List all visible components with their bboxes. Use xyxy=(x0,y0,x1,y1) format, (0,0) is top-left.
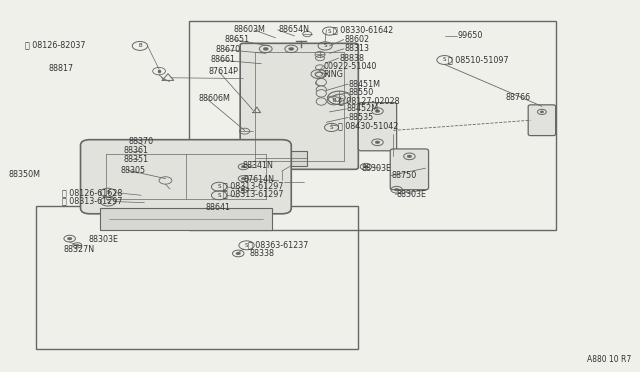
Bar xyxy=(189,21,556,231)
Text: S: S xyxy=(106,190,109,195)
Text: Ⓢ 08430-51042: Ⓢ 08430-51042 xyxy=(338,122,398,131)
Text: 88452M: 88452M xyxy=(347,105,379,113)
Text: RING: RING xyxy=(323,70,343,79)
FancyBboxPatch shape xyxy=(358,103,397,151)
Circle shape xyxy=(236,252,241,255)
Text: 87614P: 87614P xyxy=(209,67,239,76)
Text: 88313: 88313 xyxy=(344,44,369,53)
Text: Ⓢ 08313-61297: Ⓢ 08313-61297 xyxy=(223,182,284,190)
Text: Ⓢ 08510-51097: Ⓢ 08510-51097 xyxy=(448,55,508,64)
Text: 88654N: 88654N xyxy=(278,25,310,34)
Text: 87614N: 87614N xyxy=(243,175,275,184)
Text: 99650: 99650 xyxy=(458,31,483,41)
Ellipse shape xyxy=(316,90,326,97)
Circle shape xyxy=(540,111,544,113)
Bar xyxy=(256,151,307,166)
Circle shape xyxy=(263,47,268,50)
Circle shape xyxy=(289,47,294,50)
Circle shape xyxy=(241,189,245,191)
Circle shape xyxy=(76,244,79,246)
FancyBboxPatch shape xyxy=(240,43,358,169)
Text: Ⓢ 08313-61297: Ⓢ 08313-61297 xyxy=(223,190,284,199)
Text: S: S xyxy=(323,44,327,48)
Text: 88327N: 88327N xyxy=(63,244,95,253)
Text: 88370: 88370 xyxy=(129,137,154,146)
Circle shape xyxy=(375,141,380,144)
Text: 88361: 88361 xyxy=(124,146,148,155)
Circle shape xyxy=(394,188,399,191)
Circle shape xyxy=(241,166,245,168)
Text: 88550: 88550 xyxy=(349,88,374,97)
Text: S: S xyxy=(330,125,333,130)
Text: Ⓑ 08126-82037: Ⓑ 08126-82037 xyxy=(25,41,86,50)
Text: 88341N: 88341N xyxy=(242,161,273,170)
Text: A880 10 R7: A880 10 R7 xyxy=(588,355,632,364)
Text: 88651: 88651 xyxy=(224,35,250,44)
Text: 88350M: 88350M xyxy=(8,170,40,179)
Text: 00922-51040: 00922-51040 xyxy=(323,62,376,71)
Text: 88603M: 88603M xyxy=(234,25,266,34)
Text: S: S xyxy=(218,184,221,189)
Text: 88661: 88661 xyxy=(210,55,235,64)
Text: S: S xyxy=(245,243,248,248)
Text: Ⓑ 08127-02028: Ⓑ 08127-02028 xyxy=(339,96,400,105)
Text: 88817: 88817 xyxy=(49,64,74,73)
Bar xyxy=(100,208,272,231)
Text: Ⓢ 08126-61628: Ⓢ 08126-61628 xyxy=(62,188,122,197)
Circle shape xyxy=(375,110,380,112)
Text: 88351: 88351 xyxy=(124,155,148,164)
Text: S: S xyxy=(218,193,221,198)
Text: 88535: 88535 xyxy=(349,113,374,122)
Text: 88303E: 88303E xyxy=(89,235,119,244)
Ellipse shape xyxy=(316,86,326,93)
Text: 88670: 88670 xyxy=(215,45,241,54)
Ellipse shape xyxy=(316,98,326,105)
Text: B: B xyxy=(332,98,336,103)
Text: 88602: 88602 xyxy=(344,35,369,44)
Text: S: S xyxy=(106,199,109,204)
Text: B: B xyxy=(138,44,141,48)
Circle shape xyxy=(253,160,257,162)
Text: 88303E: 88303E xyxy=(397,190,427,199)
Text: 88305: 88305 xyxy=(121,166,146,175)
Text: 88766: 88766 xyxy=(505,93,531,102)
Text: 88606M: 88606M xyxy=(198,94,230,103)
Text: 88838: 88838 xyxy=(339,54,364,62)
Text: 88451M: 88451M xyxy=(349,80,381,89)
FancyBboxPatch shape xyxy=(81,140,291,214)
Circle shape xyxy=(276,180,281,183)
FancyBboxPatch shape xyxy=(528,105,556,136)
Text: S: S xyxy=(328,29,332,33)
Text: Ⓢ 08330-61642: Ⓢ 08330-61642 xyxy=(333,25,393,34)
Bar xyxy=(36,206,358,349)
Circle shape xyxy=(407,155,412,158)
Circle shape xyxy=(241,177,245,180)
Ellipse shape xyxy=(316,78,326,86)
Circle shape xyxy=(67,237,72,240)
Circle shape xyxy=(364,166,368,168)
Text: S: S xyxy=(443,58,446,62)
Text: 88750: 88750 xyxy=(392,171,417,180)
Text: 88303E: 88303E xyxy=(362,164,392,173)
Text: Ⓢ 08313-61297: Ⓢ 08313-61297 xyxy=(62,196,122,205)
FancyBboxPatch shape xyxy=(390,149,429,190)
Text: 88338: 88338 xyxy=(250,249,275,258)
Text: 88641: 88641 xyxy=(205,203,230,212)
Text: Ⓢ 08363-61237: Ⓢ 08363-61237 xyxy=(248,241,309,250)
